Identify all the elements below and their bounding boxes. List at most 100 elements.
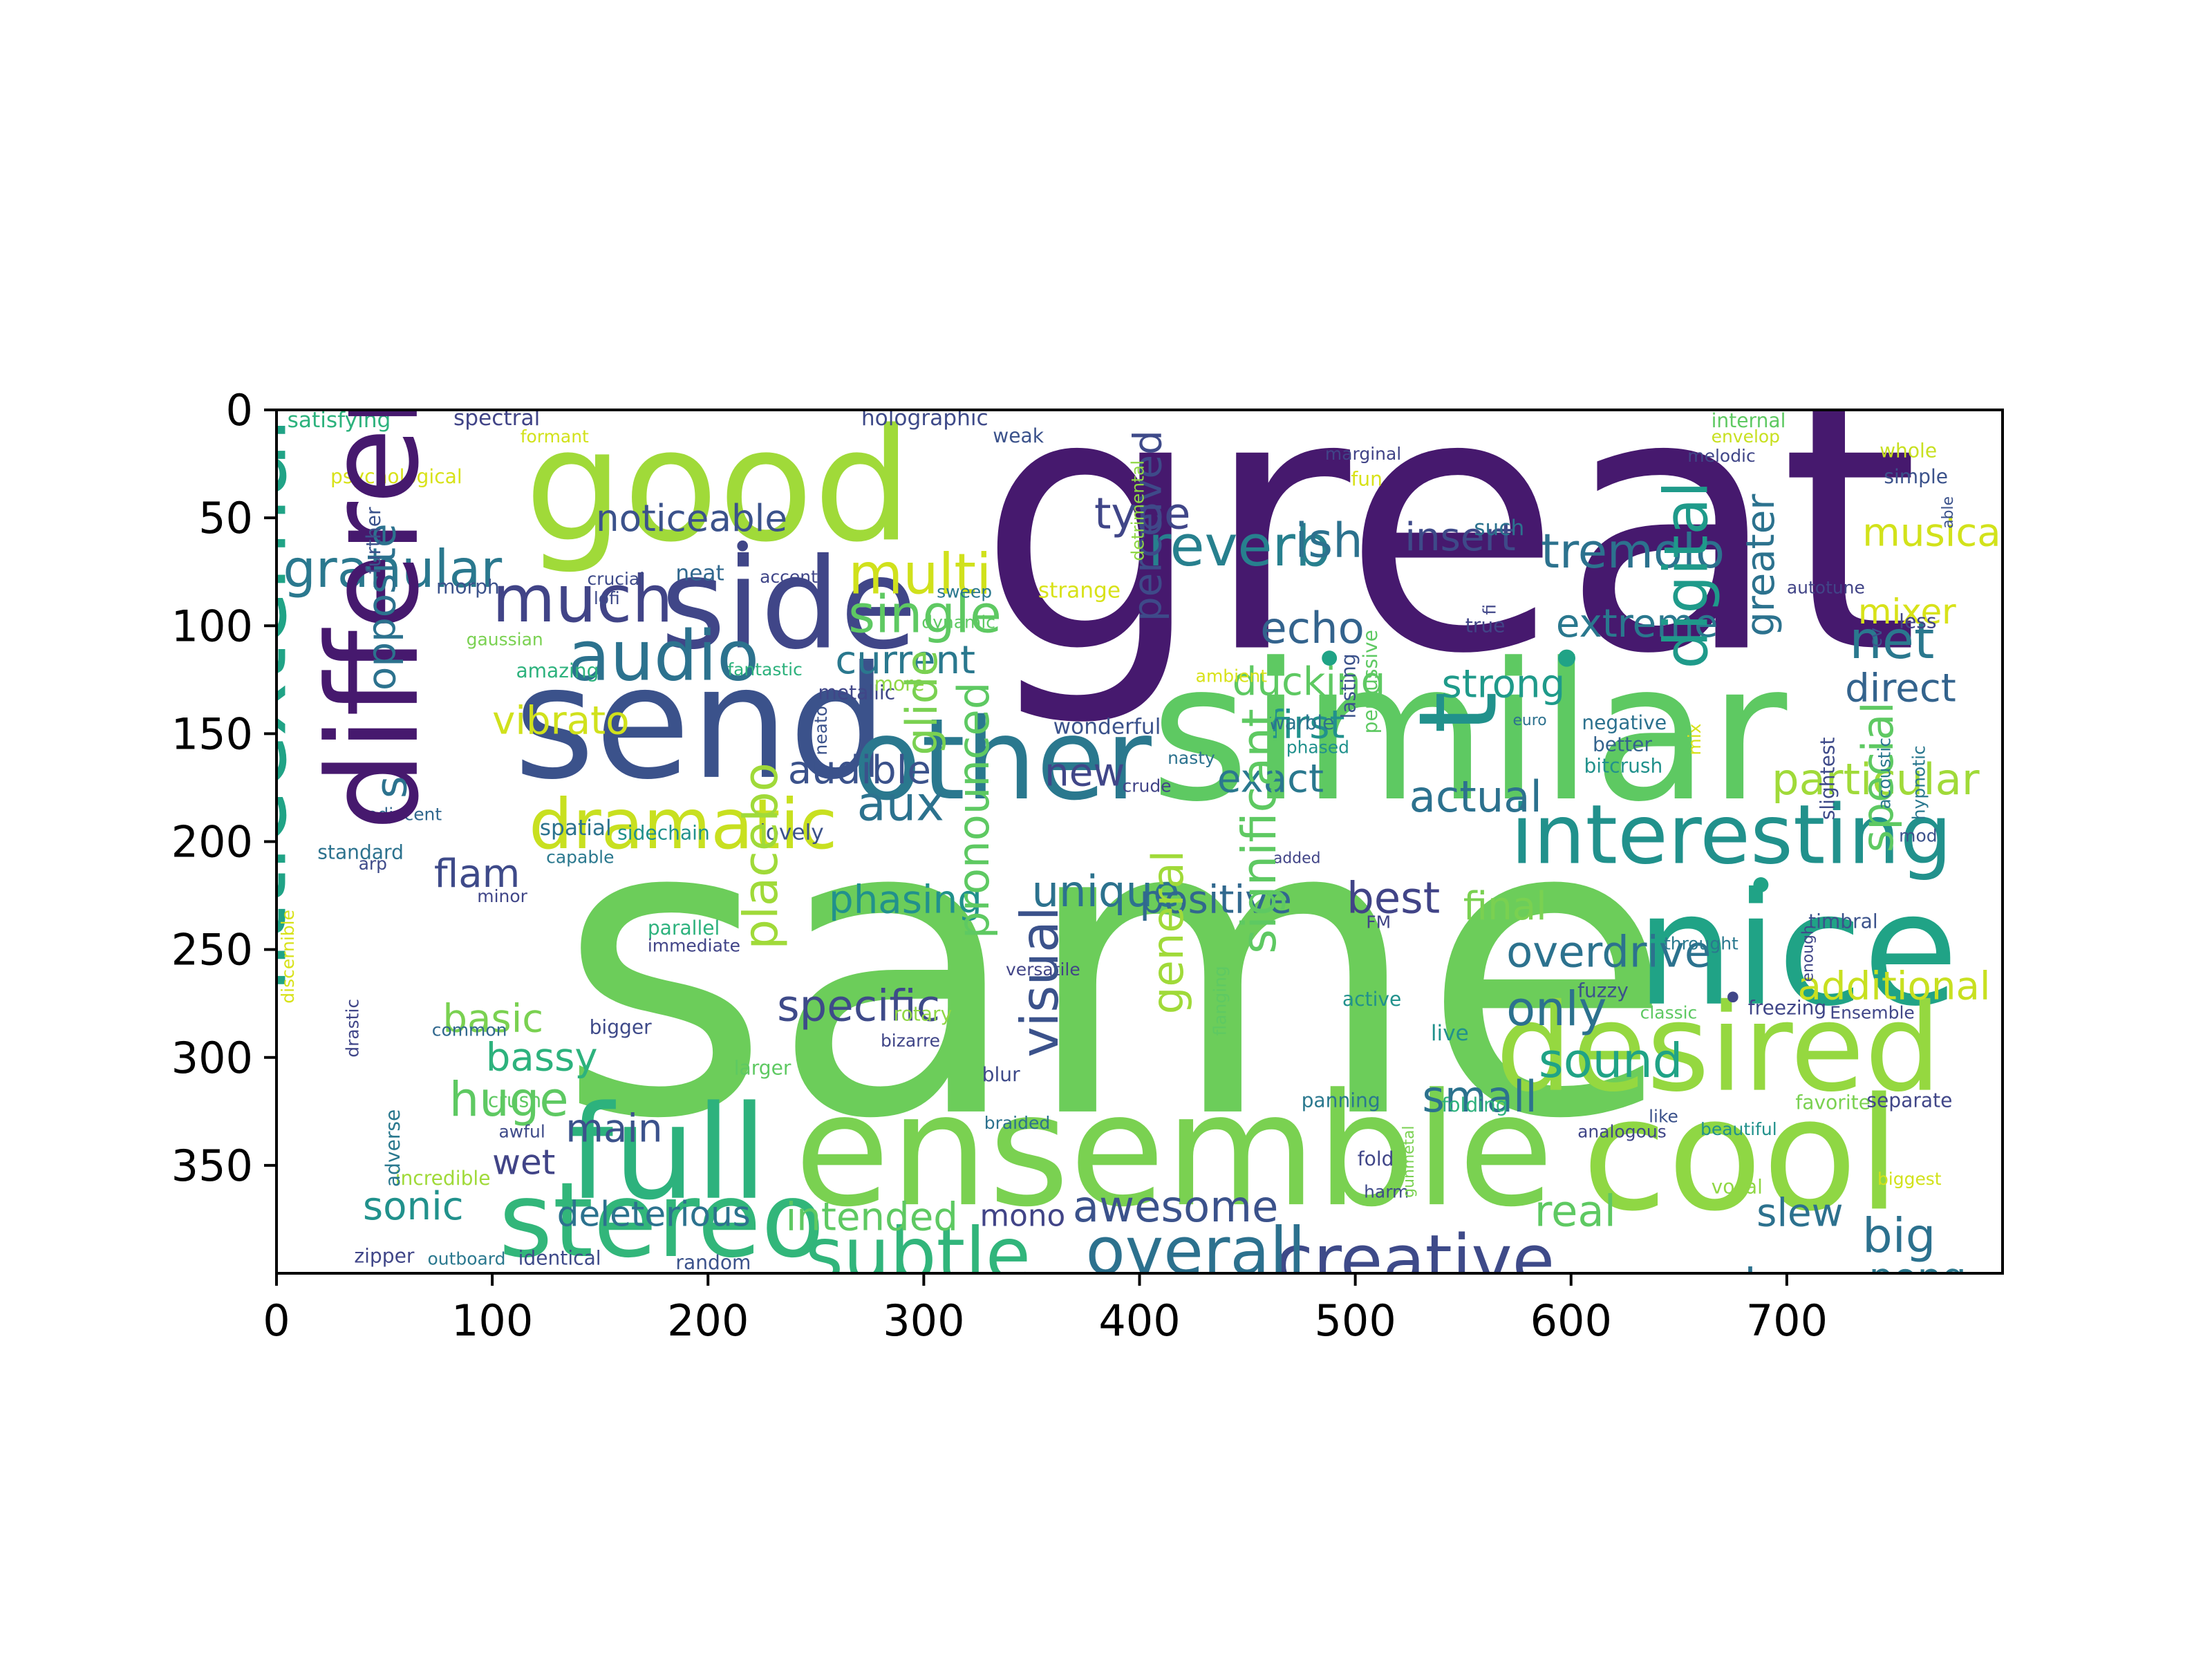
- word-sonic: sonic: [363, 1184, 464, 1229]
- word-fuzzy: fuzzy: [1577, 979, 1629, 1002]
- word-biggest: biggest: [1877, 1169, 1942, 1189]
- x-tick-label: 100: [451, 1295, 533, 1346]
- word-true: true: [1465, 615, 1506, 637]
- word-percussive: percussive: [1359, 630, 1382, 733]
- word-incredible: incredible: [395, 1167, 491, 1190]
- word-ensemble: Ensemble: [1830, 1003, 1914, 1023]
- word-fi: fi: [1480, 604, 1500, 615]
- word-random: random: [675, 1251, 751, 1274]
- word-like: like: [1649, 1106, 1678, 1126]
- word-bizarre: bizarre: [881, 1031, 940, 1051]
- word-mono: mono: [980, 1198, 1066, 1233]
- word-desired: desired: [1496, 979, 1942, 1119]
- word-arp: arp: [359, 854, 387, 874]
- word-neato: neato: [811, 706, 831, 756]
- word-holographic: holographic: [861, 406, 988, 431]
- word-mod: mod: [1899, 826, 1937, 846]
- word-new: new: [1044, 750, 1125, 795]
- word-noticeable: noticeable: [596, 497, 787, 540]
- word-t: t: [1396, 691, 1521, 733]
- word-freezing: freezing: [1748, 996, 1827, 1019]
- word-tremolo: tremolo: [1541, 524, 1725, 579]
- word-sidechain: sidechain: [617, 821, 710, 844]
- word-audio: audio: [568, 615, 759, 696]
- word-reverb: reverb: [1148, 514, 1331, 579]
- word-gaussian: gaussian: [467, 629, 543, 649]
- word-other: other: [852, 695, 1152, 825]
- word-autotune: autotune: [1787, 577, 1865, 597]
- word-slightest: slightest: [1817, 737, 1839, 820]
- word-larger: larger: [734, 1057, 791, 1080]
- word-metallic: metallic: [818, 681, 895, 704]
- x-tick-label: 300: [883, 1295, 964, 1346]
- word-ensemble: ensemble: [794, 1060, 1554, 1241]
- word-similar: similar: [1150, 622, 1789, 843]
- word-internal: internal: [1712, 409, 1786, 432]
- word-braided: braided: [984, 1113, 1050, 1133]
- word-rotary: rotary: [894, 1003, 953, 1026]
- y-tick-label: 300: [171, 1033, 253, 1083]
- word-harm: harm: [1364, 1182, 1409, 1202]
- word-insert: insert: [1405, 515, 1515, 560]
- word-special: special: [1853, 702, 1903, 852]
- word-cv: cv: [1866, 628, 1886, 648]
- word-creative: creative: [1275, 1220, 1555, 1301]
- word-blur: blur: [982, 1063, 1020, 1086]
- word-big: big: [1862, 1208, 1936, 1264]
- dot-mark: [1727, 991, 1738, 1003]
- word-melodic: melodic: [1687, 446, 1755, 466]
- word-less: less: [1899, 610, 1936, 632]
- word-overdrive: overdrive: [1506, 927, 1711, 977]
- word-flam: flam: [434, 852, 521, 897]
- word-phasing: phasing: [829, 878, 982, 923]
- word-standard: standard: [317, 841, 404, 863]
- word-good: good: [525, 395, 912, 577]
- word-morph: morph: [436, 575, 500, 598]
- word-littleexternal: littleexternal: [200, 418, 306, 993]
- word-ambient: ambient: [1196, 666, 1268, 686]
- dot-mark: [737, 540, 748, 552]
- word-spatial: spatial: [540, 816, 612, 841]
- word-multi: multi: [848, 542, 991, 607]
- x-tick-label: 400: [1098, 1295, 1180, 1346]
- word-visual: visual: [1009, 906, 1070, 1057]
- y-tick-label: 250: [171, 925, 253, 975]
- word-subtle: subtle: [805, 1212, 1031, 1297]
- word-crush: crush: [488, 1089, 541, 1112]
- word-capable: capable: [546, 847, 614, 868]
- word-crusher: crusher: [1653, 1259, 1816, 1309]
- word-classic: classic: [1640, 1003, 1698, 1023]
- word-musical: musical: [1862, 511, 2012, 556]
- x-tick-label: 200: [667, 1295, 749, 1346]
- word-small: small: [1422, 1071, 1537, 1122]
- word-fantastic: fantastic: [727, 659, 802, 679]
- word-common: common: [432, 1020, 507, 1040]
- word-crude: crude: [1123, 776, 1172, 796]
- word-negative: negative: [1582, 711, 1667, 734]
- word-formant: formant: [521, 427, 589, 447]
- word-s: s: [366, 776, 416, 799]
- word-drastic: drastic: [343, 999, 363, 1058]
- word-intended: intended: [786, 1195, 958, 1240]
- word-digital: digital: [1651, 481, 1721, 669]
- word-zipper: zipper: [354, 1244, 415, 1267]
- word-extreme: extreme: [1556, 601, 1718, 646]
- x-tick-label: 700: [1746, 1295, 1828, 1346]
- word-exact: exact: [1217, 757, 1324, 802]
- word-weak: weak: [993, 424, 1044, 447]
- y-tick-label: 50: [198, 493, 253, 543]
- word-more: more: [874, 673, 925, 695]
- word-versatile: versatile: [1006, 959, 1080, 980]
- word-able: able: [1940, 496, 1957, 529]
- word-better: better: [1593, 733, 1652, 756]
- word-vibrato: vibrato: [492, 698, 629, 743]
- word-only: only: [1506, 982, 1606, 1037]
- word-basic: basic: [442, 996, 543, 1041]
- word-warble: warble: [1269, 711, 1335, 734]
- word-vocal: vocal: [1712, 1175, 1763, 1198]
- word-bassy: bassy: [486, 1035, 598, 1080]
- word-actual: actual: [1409, 771, 1542, 822]
- word-glide: glide: [897, 650, 947, 755]
- y-tick-label: 350: [171, 1141, 253, 1191]
